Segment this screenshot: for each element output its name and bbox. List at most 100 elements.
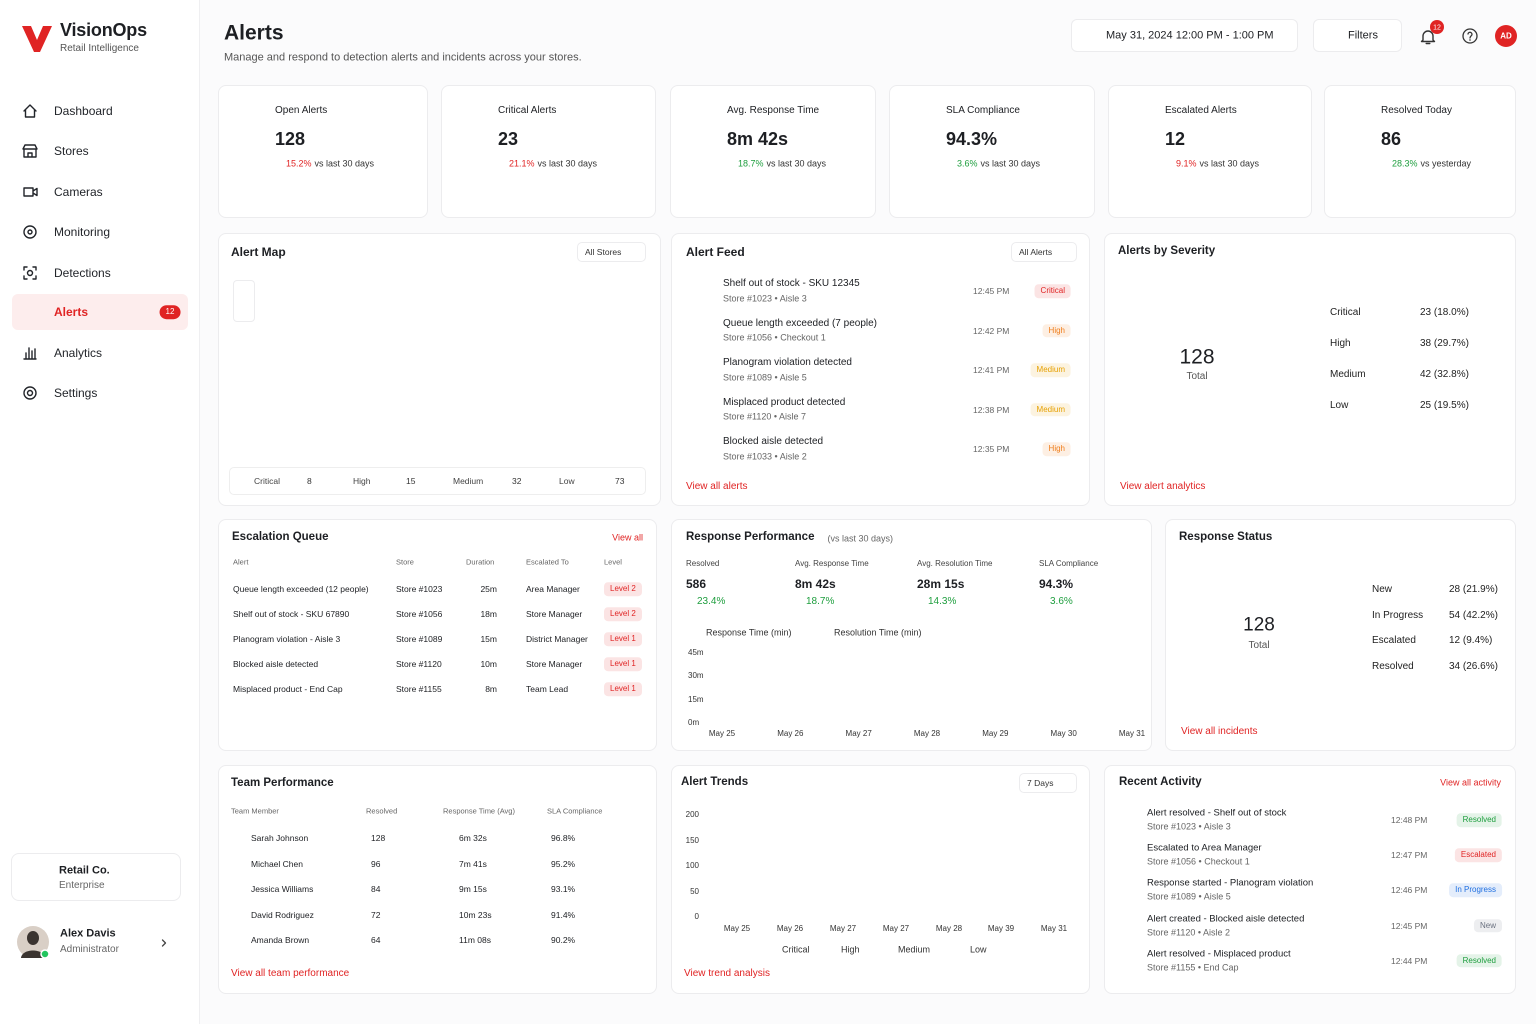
legend-label: Low <box>970 944 987 955</box>
feed-title[interactable]: Queue length exceeded (7 people) <box>723 317 878 329</box>
activity-sub: Store #1056 • Checkout 1 <box>1147 856 1250 867</box>
activity-status: Resolved <box>1456 813 1502 827</box>
donut-link[interactable]: View alert analytics <box>1120 481 1206 492</box>
legend-label: Critical <box>1330 307 1361 318</box>
member-name: Michael Chen <box>251 858 303 869</box>
nav-active-bg[interactable] <box>12 294 188 330</box>
x-tick-label: May 26 <box>777 729 804 739</box>
member-name: David Rodriguez <box>251 909 314 920</box>
activity-sub: Store #1120 • Aisle 2 <box>1147 927 1231 938</box>
activity-title: Alert resolved - Misplaced product <box>1147 948 1291 960</box>
nav-label[interactable]: Detections <box>54 265 111 280</box>
feed-title[interactable]: Planogram violation detected <box>723 357 852 368</box>
map-zoom[interactable] <box>233 280 255 322</box>
legend-value: 28 (21.9%) <box>1449 584 1498 595</box>
trend-range[interactable] <box>1019 773 1077 793</box>
feed-title[interactable]: Blocked aisle detected <box>723 436 824 447</box>
org-switcher[interactable] <box>11 853 181 901</box>
activity-title: Response started - Planogram violation <box>1147 877 1314 889</box>
nav-label[interactable]: Monitoring <box>54 224 111 239</box>
table-cell: 8m <box>485 683 497 694</box>
y-tick-label: 200 <box>685 810 699 820</box>
feed-sub: Store #1056 • Checkout 1 <box>723 332 826 343</box>
donut-link[interactable]: View all incidents <box>1181 726 1258 737</box>
feed-filter[interactable] <box>1011 242 1077 262</box>
level-badge: Level 1 <box>604 632 642 646</box>
trend-link[interactable]: View trend analysis <box>684 968 770 979</box>
card-link[interactable]: View all <box>612 532 643 543</box>
feed-sub: Store #1089 • Aisle 5 <box>723 372 807 383</box>
map-store-filter[interactable] <box>577 242 646 262</box>
feed-severity: Medium <box>1030 363 1071 377</box>
feed-time: 12:45 PM <box>973 285 1010 296</box>
member-name: Jessica Williams <box>251 883 314 894</box>
donut-card <box>1104 233 1516 506</box>
kpi-change: 18.7% <box>738 158 764 169</box>
feed-title[interactable]: Misplaced product detected <box>723 396 846 408</box>
kpi-value: 86 <box>1381 129 1402 150</box>
y-tick-label: 30m <box>688 671 704 681</box>
map-legend-label: Critical <box>254 475 280 486</box>
donut-card <box>1165 519 1516 751</box>
team-link[interactable]: View all team performance <box>231 968 350 979</box>
page-title: Alerts <box>224 21 284 45</box>
map-legend-label: Medium <box>453 475 484 486</box>
avatar-initials: AD <box>1500 32 1512 41</box>
map-legend-label: High <box>353 475 371 486</box>
kpi-change: 3.6% <box>957 158 978 169</box>
activity-sub: Store #1089 • Aisle 5 <box>1147 891 1231 902</box>
legend-label: Medium <box>898 944 931 955</box>
legend-label: Escalated <box>1372 635 1416 647</box>
kpi-change: 15.2% <box>286 158 312 169</box>
feed-filter-label: All Alerts <box>1019 246 1053 257</box>
nav-label[interactable]: Alerts <box>54 304 89 319</box>
table-cell: Store #1089 <box>396 633 443 644</box>
legend-value: 54 (42.2%) <box>1449 609 1498 621</box>
x-tick-label: May 28 <box>913 729 941 739</box>
activity-status: Escalated <box>1454 848 1502 862</box>
table-header: Resolved <box>366 806 398 816</box>
card-subtitle: (vs last 30 days) <box>827 533 893 544</box>
nav-label[interactable]: Cameras <box>54 184 103 199</box>
legend-label: Critical <box>782 944 810 955</box>
legend-label: Resolved <box>1372 661 1414 673</box>
stat-label: Avg. Resolution Time <box>917 559 993 569</box>
date-range-picker[interactable] <box>1071 19 1298 52</box>
kpi-title: Open Alerts <box>275 105 328 116</box>
kpi-title: Critical Alerts <box>498 105 557 116</box>
kpi-change: 9.1% <box>1176 158 1197 169</box>
table-header: Response Time (Avg) <box>443 806 515 816</box>
card-title: Alert Map <box>231 244 286 259</box>
stat-value: 8m 42s <box>795 576 836 591</box>
table-cell: 10m <box>480 658 497 669</box>
response-performance-card <box>671 519 1152 751</box>
table-cell: 25m <box>480 583 497 594</box>
member-response: 6m 32s <box>459 832 487 843</box>
feed-time: 12:41 PM <box>973 364 1010 375</box>
card-title: Alerts by Severity <box>1118 245 1216 258</box>
nav-label[interactable]: Stores <box>54 143 89 158</box>
feed-link[interactable]: View all alerts <box>686 481 748 492</box>
kpi-title: Resolved Today <box>1381 105 1452 116</box>
table-header: Store <box>396 557 414 567</box>
card-title: Alert Trends <box>681 776 749 789</box>
card-title: Recent Activity <box>1119 776 1202 789</box>
card-link[interactable]: View all activity <box>1440 777 1501 788</box>
x-tick-label: May 27 <box>829 924 857 934</box>
map-legend-count: 73 <box>615 475 625 486</box>
filters-button[interactable] <box>1313 19 1402 52</box>
feed-sub: Store #1023 • Aisle 3 <box>723 293 807 304</box>
member-sla: 95.2% <box>551 858 576 869</box>
nav-label[interactable]: Dashboard <box>54 103 113 118</box>
nav-label[interactable]: Settings <box>54 385 98 400</box>
activity-title: Alert created - Blocked aisle detected <box>1147 912 1305 924</box>
x-tick-label: May 27 <box>882 924 910 934</box>
user-role: Administrator <box>60 944 119 955</box>
table-cell: Store #1155 <box>396 683 442 694</box>
feed-title[interactable]: Shelf out of stock - SKU 12345 <box>723 278 860 289</box>
table-cell: Queue length exceeded (12 people) <box>233 583 369 594</box>
nav-label[interactable]: Analytics <box>54 345 103 360</box>
stat-change: 3.6% <box>1050 596 1073 607</box>
member-sla: 93.1% <box>551 883 576 894</box>
legend-value: 12 (9.4%) <box>1449 635 1493 647</box>
